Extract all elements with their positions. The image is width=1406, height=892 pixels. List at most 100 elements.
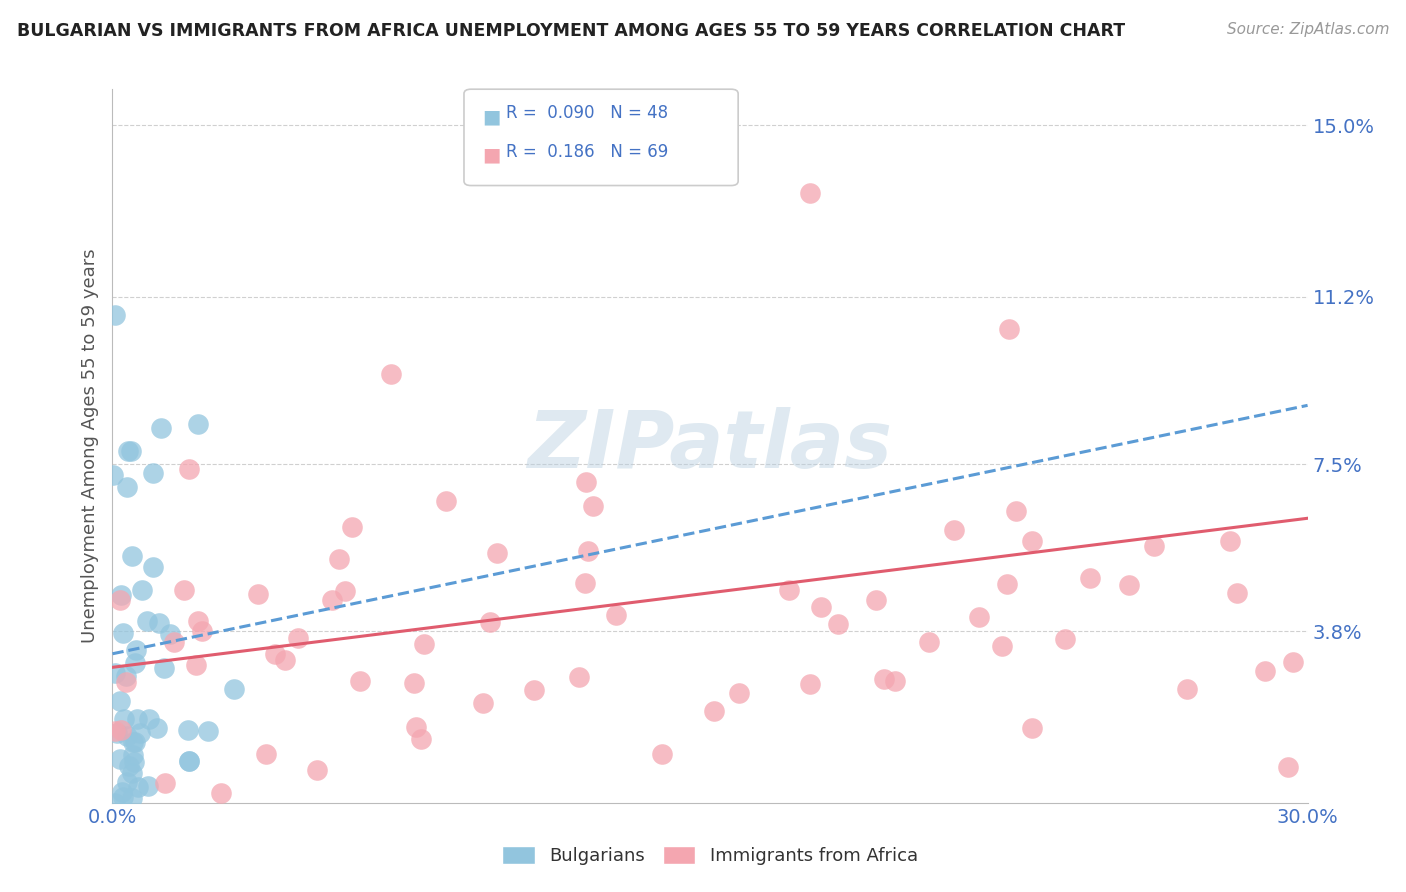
Point	[117, 444, 139, 458]
Text: ZIPatlas: ZIPatlas	[527, 407, 893, 485]
Legend: Bulgarians, Immigrants from Africa: Bulgarians, Immigrants from Africa	[495, 838, 925, 872]
Point	[184, 658, 207, 673]
Point	[104, 308, 127, 322]
Point	[145, 721, 167, 735]
Point	[247, 587, 270, 601]
Point	[1219, 533, 1241, 548]
Point	[967, 609, 990, 624]
Point	[122, 735, 145, 749]
Point	[121, 765, 143, 780]
Point	[865, 593, 887, 607]
Point	[340, 520, 363, 534]
Text: ■: ■	[482, 107, 501, 126]
Point	[412, 637, 434, 651]
Point	[115, 729, 138, 743]
Point	[149, 421, 172, 435]
Point	[274, 653, 297, 667]
Point	[472, 696, 495, 710]
Point	[114, 712, 136, 726]
Point	[177, 723, 200, 737]
Point	[576, 544, 599, 558]
Point	[287, 631, 309, 645]
Point	[409, 732, 432, 747]
Point	[112, 789, 135, 804]
Point	[177, 754, 200, 768]
Point	[153, 661, 176, 675]
Text: R =  0.090   N = 48: R = 0.090 N = 48	[506, 104, 668, 122]
Point	[810, 600, 832, 615]
Point	[1282, 655, 1305, 669]
Point	[728, 685, 751, 699]
Point	[1078, 571, 1101, 585]
Point	[998, 321, 1021, 335]
Point	[328, 552, 350, 566]
Point	[118, 759, 141, 773]
Point	[105, 725, 128, 739]
Point	[1143, 539, 1166, 553]
Point	[153, 776, 176, 790]
Point	[111, 785, 134, 799]
Point	[104, 724, 127, 739]
Point	[115, 669, 138, 683]
Point	[104, 666, 127, 681]
Point	[125, 643, 148, 657]
Point	[124, 735, 146, 749]
Point	[1054, 632, 1077, 647]
Point	[651, 747, 673, 761]
Point	[349, 673, 371, 688]
Point	[574, 576, 596, 591]
Point	[479, 615, 502, 629]
Point	[173, 583, 195, 598]
Point	[942, 523, 965, 537]
Point	[120, 443, 142, 458]
Text: BULGARIAN VS IMMIGRANTS FROM AFRICA UNEMPLOYMENT AMONG AGES 55 TO 59 YEARS CORRE: BULGARIAN VS IMMIGRANTS FROM AFRICA UNEM…	[17, 22, 1125, 40]
Point	[127, 712, 149, 726]
Point	[405, 720, 427, 734]
Point	[799, 186, 821, 200]
Point	[873, 672, 896, 686]
Point	[224, 682, 246, 697]
Y-axis label: Unemployment Among Ages 55 to 59 years: Unemployment Among Ages 55 to 59 years	[80, 249, 98, 643]
Point	[1021, 534, 1043, 549]
Point	[209, 786, 232, 800]
Point	[1021, 721, 1043, 735]
Point	[799, 677, 821, 691]
Point	[1175, 682, 1198, 697]
Point	[523, 683, 546, 698]
Point	[703, 704, 725, 718]
Point	[110, 588, 132, 602]
Point	[1277, 759, 1299, 773]
Point	[778, 582, 800, 597]
Point	[110, 723, 132, 737]
Point	[380, 367, 402, 381]
Point	[575, 475, 598, 489]
Point	[827, 616, 849, 631]
Point	[197, 723, 219, 738]
Point	[131, 582, 153, 597]
Point	[1254, 665, 1277, 679]
Point	[333, 584, 356, 599]
Point	[884, 673, 907, 688]
Point	[117, 775, 139, 789]
Point	[402, 675, 425, 690]
Point	[121, 748, 143, 763]
Point	[135, 614, 157, 628]
Point	[127, 780, 149, 794]
Point	[1118, 578, 1140, 592]
Point	[434, 493, 457, 508]
Point	[485, 546, 508, 560]
Point	[321, 592, 343, 607]
Point	[568, 669, 591, 683]
Point	[990, 639, 1012, 653]
Point	[1226, 586, 1249, 600]
Point	[264, 648, 287, 662]
Point	[121, 549, 143, 564]
Point	[187, 614, 209, 628]
Point	[254, 747, 277, 761]
Point	[142, 560, 165, 574]
Text: ■: ■	[482, 145, 501, 164]
Point	[115, 674, 138, 689]
Point	[142, 466, 165, 480]
Text: Source: ZipAtlas.com: Source: ZipAtlas.com	[1226, 22, 1389, 37]
Point	[163, 635, 186, 649]
